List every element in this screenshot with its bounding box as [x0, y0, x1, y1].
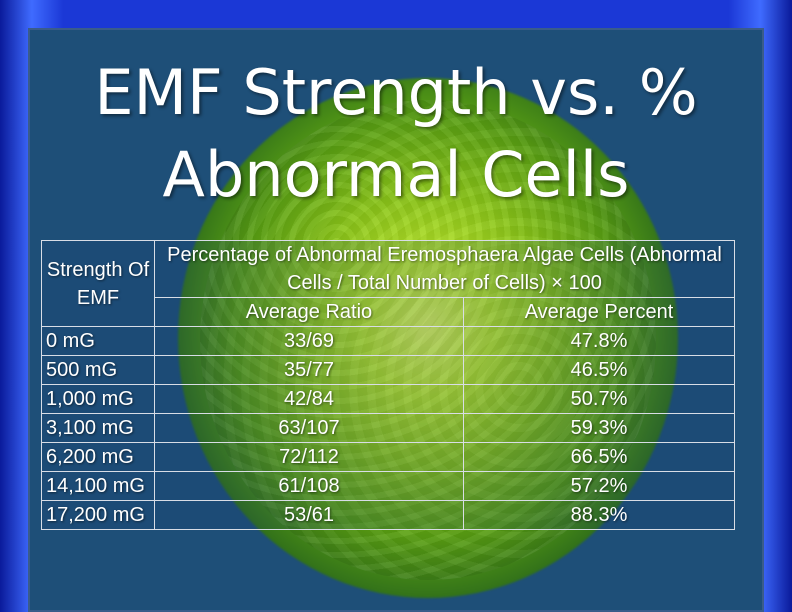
table-header-row: Strength Of EMF Percentage of Abnormal E… — [41, 240, 735, 327]
table-row: 6,200 mG 72/112 66.5% — [41, 442, 735, 472]
table-row: 500 mG 35/77 46.5% — [41, 355, 735, 385]
percent-cell: 46.5% — [463, 355, 735, 385]
title-line-2: Abnormal Cells — [162, 138, 630, 211]
header-percentage: Percentage of Abnormal Eremosphaera Alga… — [154, 240, 735, 298]
strength-cell: 14,100 mG — [41, 471, 155, 501]
ratio-cell: 33/69 — [154, 326, 464, 356]
table-row: 1,000 mG 42/84 50.7% — [41, 384, 735, 414]
table-row: 14,100 mG 61/108 57.2% — [41, 471, 735, 501]
percent-cell: 59.3% — [463, 413, 735, 443]
ratio-cell: 61/108 — [154, 471, 464, 501]
strength-cell: 1,000 mG — [41, 384, 155, 414]
header-average-percent: Average Percent — [463, 297, 735, 327]
emf-data-table: Strength Of EMF Percentage of Abnormal E… — [41, 240, 735, 530]
percent-cell: 66.5% — [463, 442, 735, 472]
percent-cell: 57.2% — [463, 471, 735, 501]
ratio-cell: 72/112 — [154, 442, 464, 472]
strength-cell: 6,200 mG — [41, 442, 155, 472]
title-line-1: EMF Strength vs. % — [94, 56, 698, 129]
percent-cell: 88.3% — [463, 500, 735, 530]
ratio-cell: 35/77 — [154, 355, 464, 385]
header-strength: Strength Of EMF — [41, 240, 155, 327]
table-subheader-row: Average Ratio Average Percent — [42, 297, 735, 327]
ratio-cell: 42/84 — [154, 384, 464, 414]
slide-title: EMF Strength vs. % Abnormal Cells — [0, 52, 792, 216]
header-average-ratio: Average Ratio — [154, 297, 464, 327]
ratio-cell: 63/107 — [154, 413, 464, 443]
strength-cell: 500 mG — [41, 355, 155, 385]
table-row: 0 mG 33/69 47.8% — [41, 326, 735, 356]
table-row: 17,200 mG 53/61 88.3% — [41, 500, 735, 530]
strength-cell: 3,100 mG — [41, 413, 155, 443]
ratio-cell: 53/61 — [154, 500, 464, 530]
percent-cell: 50.7% — [463, 384, 735, 414]
strength-cell: 0 mG — [41, 326, 155, 356]
strength-cell: 17,200 mG — [41, 500, 155, 530]
table-row: 3,100 mG 63/107 59.3% — [41, 413, 735, 443]
percent-cell: 47.8% — [463, 326, 735, 356]
